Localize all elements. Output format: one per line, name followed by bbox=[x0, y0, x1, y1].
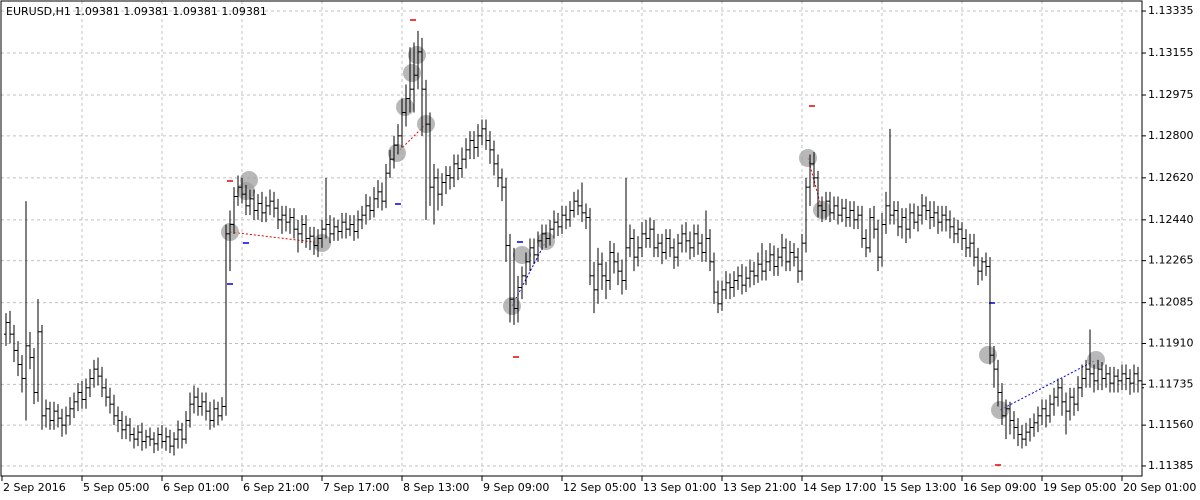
trade-marker bbox=[408, 46, 426, 64]
x-tick-label: 14 Sep 17:00 bbox=[803, 481, 876, 494]
chart-title: EURUSD,H1 1.09381 1.09381 1.09381 1.0938… bbox=[6, 5, 267, 18]
trade-marker bbox=[991, 401, 1009, 419]
x-tick-label: 7 Sep 17:00 bbox=[323, 481, 389, 494]
y-tick-label: 1.11560 bbox=[1148, 418, 1194, 431]
trade-marker bbox=[403, 64, 421, 82]
trade-marker bbox=[979, 346, 997, 364]
x-tick-label: 12 Sep 05:00 bbox=[563, 481, 636, 494]
y-tick-label: 1.13155 bbox=[1148, 46, 1194, 59]
plot-frame bbox=[0, 0, 1143, 477]
grid bbox=[1, 1, 1142, 476]
y-tick-label: 1.13335 bbox=[1148, 4, 1194, 17]
x-tick-label: 8 Sep 13:00 bbox=[403, 481, 469, 494]
trade-marker bbox=[396, 98, 414, 116]
x-tick-label: 5 Sep 05:00 bbox=[83, 481, 149, 494]
y-tick-label: 1.11910 bbox=[1148, 336, 1194, 349]
target-level bbox=[227, 203, 995, 304]
trade-marker bbox=[513, 246, 531, 264]
y-tick-label: 1.12800 bbox=[1148, 129, 1194, 142]
price-bars bbox=[4, 30, 1144, 456]
x-tick-label: 6 Sep 01:00 bbox=[163, 481, 229, 494]
x-tick-label: 6 Sep 21:00 bbox=[243, 481, 309, 494]
y-tick-label: 1.12265 bbox=[1148, 254, 1194, 267]
y-tick-label: 1.12440 bbox=[1148, 213, 1194, 226]
trade-marker bbox=[388, 144, 406, 162]
x-tick-label: 15 Sep 13:00 bbox=[883, 481, 956, 494]
x-tick-label: 9 Sep 09:00 bbox=[483, 481, 549, 494]
y-tick-label: 1.12085 bbox=[1148, 296, 1194, 309]
trade-marker bbox=[240, 171, 258, 189]
y-tick-label: 1.11735 bbox=[1148, 377, 1194, 390]
x-tick-label: 13 Sep 21:00 bbox=[723, 481, 796, 494]
y-tick-label: 1.12620 bbox=[1148, 171, 1194, 184]
trade-marker bbox=[503, 297, 521, 315]
y-tick-label: 1.12975 bbox=[1148, 88, 1194, 101]
trade-link bbox=[396, 123, 427, 154]
trade-link bbox=[229, 231, 323, 244]
x-tick-label: 2 Sep 2016 bbox=[3, 481, 66, 494]
trade-marker bbox=[1087, 351, 1105, 369]
x-tick-label: 20 Sep 01:00 bbox=[1123, 481, 1196, 494]
x-tick-label: 16 Sep 09:00 bbox=[963, 481, 1036, 494]
y-tick-label: 1.11385 bbox=[1148, 459, 1194, 472]
x-tick-label: 19 Sep 05:00 bbox=[1043, 481, 1116, 494]
trade-marker bbox=[799, 149, 817, 167]
stop-level bbox=[227, 19, 1001, 466]
x-tick-label: 13 Sep 01:00 bbox=[643, 481, 716, 494]
